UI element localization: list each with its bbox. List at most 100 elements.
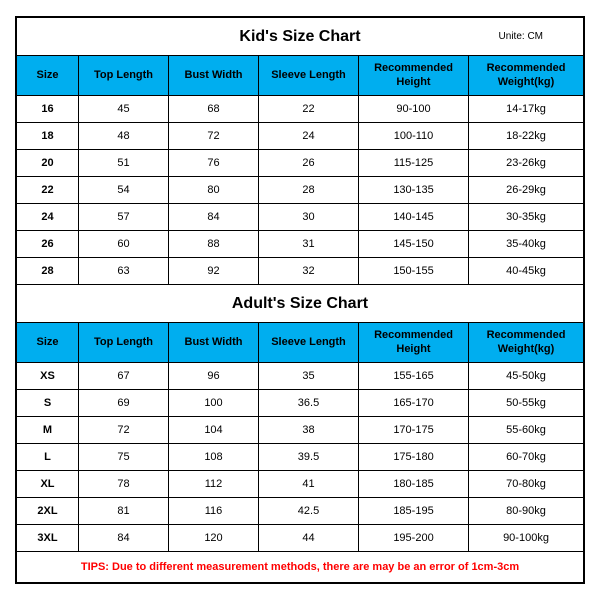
unit-label: Unite: CM bbox=[499, 31, 543, 42]
table-row: XS679635155-16545-50kg bbox=[17, 363, 583, 390]
col-top-length: Top Length bbox=[79, 323, 169, 362]
table-cell: 72 bbox=[79, 417, 169, 443]
adults-title-row: Adult's Size Chart bbox=[17, 285, 583, 323]
table-cell: S bbox=[17, 390, 79, 416]
table-cell: 30 bbox=[259, 204, 359, 230]
table-cell: 165-170 bbox=[359, 390, 469, 416]
table-cell: 180-185 bbox=[359, 471, 469, 497]
table-cell: 35-40kg bbox=[469, 231, 583, 257]
table-cell: 63 bbox=[79, 258, 169, 284]
table-cell: 2XL bbox=[17, 498, 79, 524]
table-cell: 76 bbox=[169, 150, 259, 176]
table-row: 22548028130-13526-29kg bbox=[17, 177, 583, 204]
table-cell: 120 bbox=[169, 525, 259, 551]
table-row: L7510839.5175-18060-70kg bbox=[17, 444, 583, 471]
col-rec-weight: Recommended Weight(kg) bbox=[469, 56, 583, 95]
table-cell: 115-125 bbox=[359, 150, 469, 176]
table-row: 18487224100-11018-22kg bbox=[17, 123, 583, 150]
table-cell: 24 bbox=[17, 204, 79, 230]
table-cell: 35 bbox=[259, 363, 359, 389]
table-cell: 26-29kg bbox=[469, 177, 583, 203]
table-cell: 24 bbox=[259, 123, 359, 149]
table-cell: 72 bbox=[169, 123, 259, 149]
col-size: Size bbox=[17, 323, 79, 362]
table-cell: 28 bbox=[259, 177, 359, 203]
table-row: 24578430140-14530-35kg bbox=[17, 204, 583, 231]
table-cell: 69 bbox=[79, 390, 169, 416]
table-row: 26608831145-15035-40kg bbox=[17, 231, 583, 258]
table-cell: 90-100kg bbox=[469, 525, 583, 551]
table-cell: 80 bbox=[169, 177, 259, 203]
table-cell: 130-135 bbox=[359, 177, 469, 203]
table-cell: 150-155 bbox=[359, 258, 469, 284]
table-cell: 100-110 bbox=[359, 123, 469, 149]
col-bust-width: Bust Width bbox=[169, 323, 259, 362]
table-cell: 16 bbox=[17, 96, 79, 122]
table-cell: 18 bbox=[17, 123, 79, 149]
table-cell: 45-50kg bbox=[469, 363, 583, 389]
table-cell: 50-55kg bbox=[469, 390, 583, 416]
table-cell: 170-175 bbox=[359, 417, 469, 443]
kids-body: 1645682290-10014-17kg18487224100-11018-2… bbox=[17, 96, 583, 285]
table-cell: 104 bbox=[169, 417, 259, 443]
table-cell: 41 bbox=[259, 471, 359, 497]
table-cell: 140-145 bbox=[359, 204, 469, 230]
table-cell: 88 bbox=[169, 231, 259, 257]
table-cell: 23-26kg bbox=[469, 150, 583, 176]
col-sleeve-length: Sleeve Length bbox=[259, 56, 359, 95]
table-cell: 84 bbox=[79, 525, 169, 551]
table-cell: 70-80kg bbox=[469, 471, 583, 497]
table-cell: 185-195 bbox=[359, 498, 469, 524]
table-cell: 45 bbox=[79, 96, 169, 122]
table-row: 2XL8111642.5185-19580-90kg bbox=[17, 498, 583, 525]
table-cell: 75 bbox=[79, 444, 169, 470]
table-cell: 22 bbox=[259, 96, 359, 122]
table-cell: 51 bbox=[79, 150, 169, 176]
table-cell: 100 bbox=[169, 390, 259, 416]
table-cell: 96 bbox=[169, 363, 259, 389]
table-cell: 175-180 bbox=[359, 444, 469, 470]
adults-title: Adult's Size Chart bbox=[17, 295, 583, 313]
table-cell: 28 bbox=[17, 258, 79, 284]
table-cell: 108 bbox=[169, 444, 259, 470]
col-rec-height: Recommended Height bbox=[359, 56, 469, 95]
table-cell: 68 bbox=[169, 96, 259, 122]
table-cell: 55-60kg bbox=[469, 417, 583, 443]
table-cell: 26 bbox=[259, 150, 359, 176]
col-bust-width: Bust Width bbox=[169, 56, 259, 95]
table-row: 28639232150-15540-45kg bbox=[17, 258, 583, 285]
col-top-length: Top Length bbox=[79, 56, 169, 95]
table-cell: 112 bbox=[169, 471, 259, 497]
kids-title-row: Kid's Size Chart Unite: CM bbox=[17, 18, 583, 56]
table-row: 3XL8412044195-20090-100kg bbox=[17, 525, 583, 552]
table-cell: 67 bbox=[79, 363, 169, 389]
size-chart-card: Kid's Size Chart Unite: CM Size Top Leng… bbox=[15, 16, 585, 584]
table-cell: 90-100 bbox=[359, 96, 469, 122]
table-cell: 92 bbox=[169, 258, 259, 284]
table-cell: 40-45kg bbox=[469, 258, 583, 284]
table-cell: XL bbox=[17, 471, 79, 497]
table-cell: 36.5 bbox=[259, 390, 359, 416]
table-cell: 20 bbox=[17, 150, 79, 176]
table-cell: 195-200 bbox=[359, 525, 469, 551]
table-cell: 81 bbox=[79, 498, 169, 524]
table-row: XL7811241180-18570-80kg bbox=[17, 471, 583, 498]
table-cell: 60 bbox=[79, 231, 169, 257]
table-cell: 32 bbox=[259, 258, 359, 284]
col-sleeve-length: Sleeve Length bbox=[259, 323, 359, 362]
table-cell: M bbox=[17, 417, 79, 443]
table-cell: 145-150 bbox=[359, 231, 469, 257]
adults-header-row: Size Top Length Bust Width Sleeve Length… bbox=[17, 323, 583, 363]
table-cell: 155-165 bbox=[359, 363, 469, 389]
table-cell: 84 bbox=[169, 204, 259, 230]
col-rec-weight: Recommended Weight(kg) bbox=[469, 323, 583, 362]
table-cell: 39.5 bbox=[259, 444, 359, 470]
table-cell: XS bbox=[17, 363, 79, 389]
adults-body: XS679635155-16545-50kgS6910036.5165-1705… bbox=[17, 363, 583, 552]
table-row: 1645682290-10014-17kg bbox=[17, 96, 583, 123]
table-row: S6910036.5165-17050-55kg bbox=[17, 390, 583, 417]
table-cell: L bbox=[17, 444, 79, 470]
table-cell: 26 bbox=[17, 231, 79, 257]
table-cell: 57 bbox=[79, 204, 169, 230]
table-cell: 3XL bbox=[17, 525, 79, 551]
